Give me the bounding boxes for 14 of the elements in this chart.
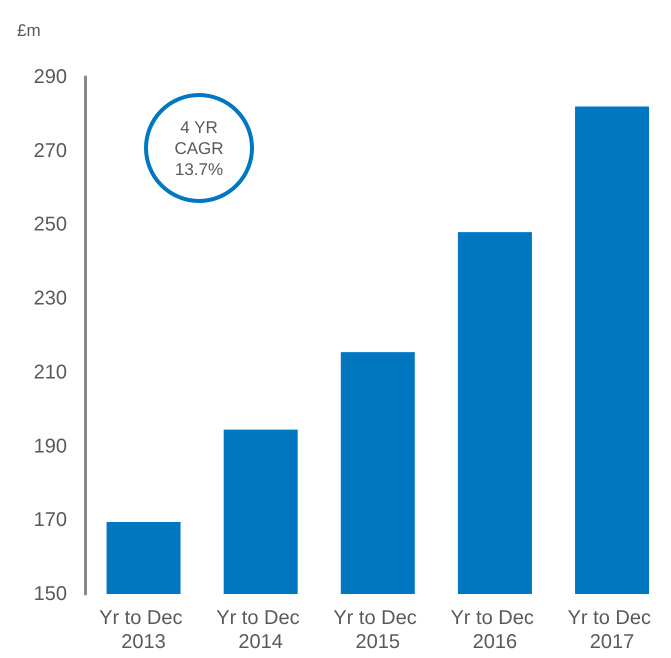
x-tick-label: Yr to Dec 2014: [216, 607, 306, 653]
y-tick-label: 230: [34, 288, 67, 310]
y-axis-title: £m: [17, 21, 41, 40]
y-tick-label: 290: [34, 66, 67, 88]
y-tick-label: 190: [34, 435, 67, 458]
x-tick-label: Yr to Dec 2015: [333, 607, 422, 653]
x-tick-label: Yr to Dec 2013: [99, 607, 188, 653]
y-tick-label: 170: [34, 509, 67, 532]
x-tick-label: Yr to Dec 2017: [568, 607, 656, 653]
y-tick-label: 270: [34, 140, 67, 162]
y-tick-label: 250: [34, 214, 67, 236]
y-tick-label: 150: [34, 583, 67, 605]
x-tick-label: Yr to Dec 2016: [450, 607, 540, 653]
y-tick-label: 210: [34, 361, 67, 384]
